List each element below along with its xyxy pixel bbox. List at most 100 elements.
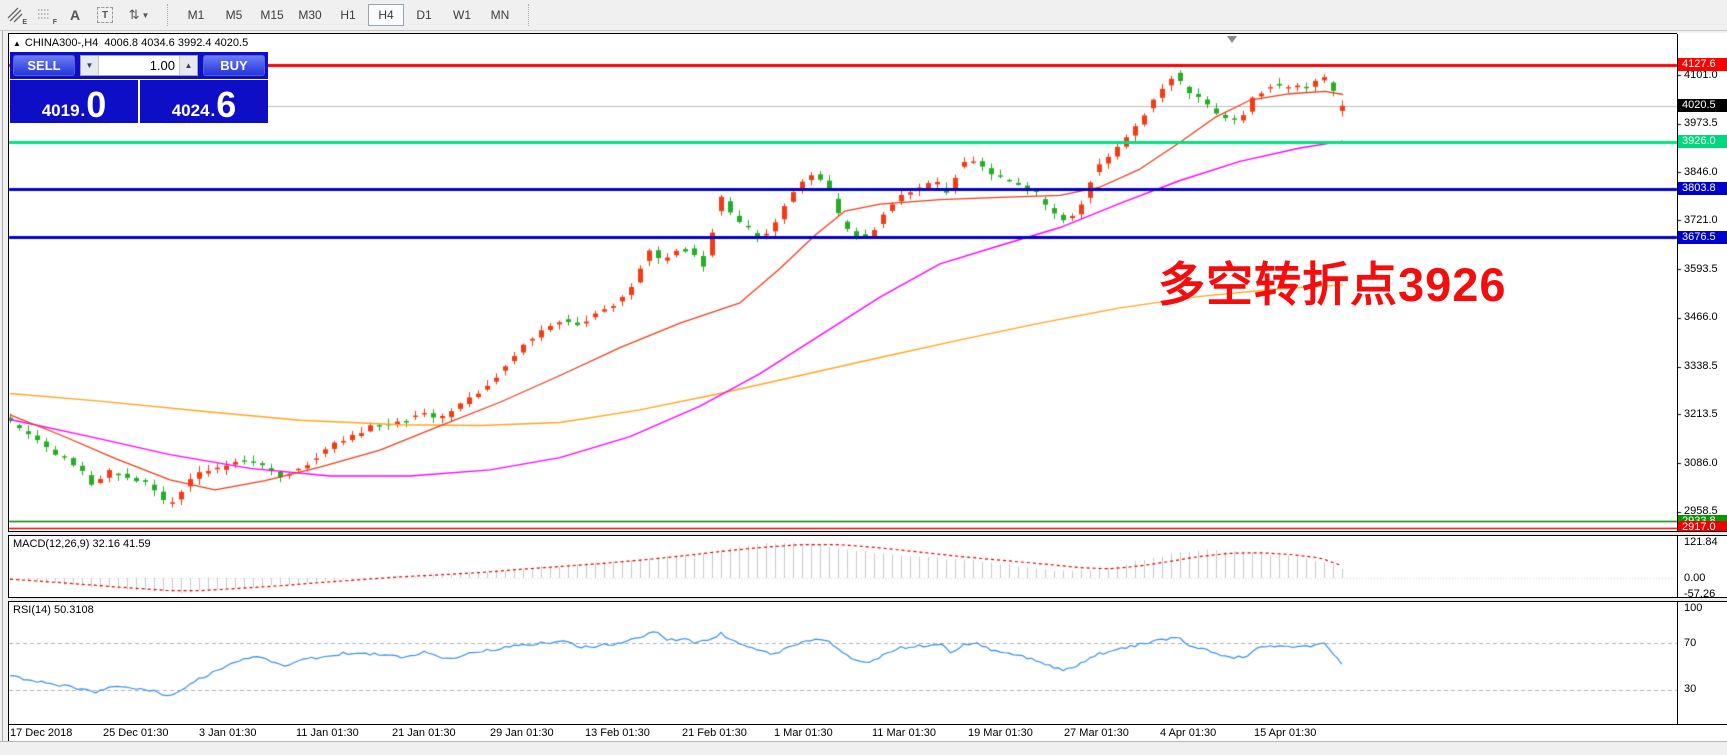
panel-divider [8,601,1727,602]
panel-sizer[interactable] [8,532,1727,535]
open-value: 4006.8 [104,37,139,49]
close-value: 4020.5 [214,37,249,49]
axis-tick-label: 3721.0 [1684,213,1718,226]
sell-button[interactable]: SELL [13,55,75,76]
volume-value[interactable]: 1.00 [149,58,175,73]
price-badge: 2917.0 [1678,521,1727,535]
toolbar-separator [167,4,168,26]
axis-tick-label: -57.26 [1684,587,1716,600]
axis-tick-label: 2958.5 [1684,505,1718,518]
price-badge: 3926.0 [1678,135,1727,149]
time-axis-label: 15 Apr 01:30 [1254,727,1317,739]
grid-icon [38,9,50,19]
ask-price[interactable]: 4024 . 6 [138,80,268,123]
text-label-icon[interactable]: A [60,3,90,27]
toolbar-separator [528,4,529,26]
axis-tick-label: 4101.0 [1684,68,1718,81]
axis-tick-label: 3846.0 [1684,165,1718,178]
price-badge: 4127.6 [1678,58,1727,72]
icon-glyph: ⇅ [128,7,140,22]
timeframe-buttons: M1 M5 M15 M30 H1 H4 D1 W1 MN [177,0,519,30]
icon-letter: T [97,7,113,23]
symbol-title: CHINA300-,H4 [24,37,99,49]
window-bottom-edge [0,741,1727,755]
time-axis-label: 17 Dec 2018 [10,727,73,739]
axis-tick-label: 3466.0 [1684,311,1718,324]
icon-letter: A [69,7,81,23]
axis-tick-label: 121.84 [1684,536,1718,549]
axis-tick-label: 3338.5 [1684,360,1718,372]
price-axis-line [1677,34,1678,724]
timeframe-h4[interactable]: H4 [368,4,404,26]
icon-letter: F [52,19,57,26]
window-left-border [2,31,3,754]
axis-tick-label: 3213.5 [1684,407,1718,420]
timeframe-h1[interactable]: H1 [340,8,356,22]
axis-tick-label: 0.00 [1684,571,1706,584]
ask-dot: . [210,101,216,120]
hatch-lines-icon [7,7,23,23]
price-badge: 3803.8 [1678,182,1727,196]
time-axis-label: 21 Feb 01:30 [682,727,747,739]
grid-period-icon[interactable]: F [30,3,60,27]
timeframe-w1[interactable]: W1 [453,8,471,22]
timeframe-d1[interactable]: D1 [416,8,432,22]
rsi-indicator-label: RSI(14) 50.3108 [13,604,94,616]
panel-sizer[interactable] [8,598,1727,601]
timeframe-m1[interactable]: M1 [187,8,205,22]
bid-main: 4019 [41,101,80,120]
axis-tick-label: 30 [1684,683,1697,696]
low-value: 3992.4 [177,37,212,49]
trade-panel-top-row: SELL ▼ 1.00 ▲ BUY [10,52,268,80]
time-axis-label: 11 Jan 01:30 [296,727,359,739]
volume-decrease-button[interactable]: ▼ [81,56,99,75]
panel-divider [8,535,1727,536]
arrows-objects-icon[interactable]: ⇅ ▼ [120,3,158,27]
ask-main: 4024 [171,101,210,120]
chart-border-top [8,33,1677,34]
time-axis-label: 4 Apr 01:30 [1160,727,1217,739]
icon-letter: E [22,19,27,26]
symbol-marker-icon: ▲ [13,39,21,48]
one-click-trading-panel: SELL ▼ 1.00 ▲ BUY 4019 . 0 4024 . 6 [10,52,268,123]
timeframe-m5[interactable]: M5 [225,8,243,22]
axis-tick-label: 100 [1684,601,1703,614]
time-axis-label: 29 Jan 01:30 [490,727,554,739]
ask-big-digit: 6 [216,84,237,125]
chart-shift-marker-icon[interactable] [1227,36,1237,43]
volume-spinner: ▼ 1.00 ▲ [80,55,198,76]
time-axis-label: 25 Dec 01:30 [103,727,169,739]
trade-panel-prices: 4019 . 0 4024 . 6 [10,80,268,123]
price-badge: 4020.5 [1678,99,1727,113]
price-badge: 3676.5 [1678,230,1727,244]
bid-dot: . [80,101,86,120]
bid-big-digit: 0 [86,84,107,125]
macd-indicator-label: MACD(12,26,9) 32.16 41.59 [13,538,151,550]
text-box-icon[interactable]: T [90,3,120,27]
chart-expert-icon[interactable]: E [0,3,30,27]
time-axis-line [8,724,1727,725]
time-axis-label: 21 Jan 01:30 [392,727,456,739]
time-axis-label: 19 Mar 01:30 [968,727,1033,739]
axis-tick-label: 70 [1684,636,1697,649]
panel-divider[interactable] [8,597,1727,598]
time-axis-label: 1 Mar 01:30 [774,727,833,739]
time-axis-label: 3 Jan 01:30 [199,727,257,739]
axis-tick-label: 3973.5 [1684,117,1718,130]
volume-increase-button[interactable]: ▲ [179,56,197,75]
chevron-down-icon: ▼ [141,10,150,20]
time-axis-label: 11 Mar 01:30 [872,727,937,739]
high-value: 4034.6 [141,37,175,49]
chart-annotation-text: 多空转折点3926 [1158,258,1507,311]
timeframe-m15[interactable]: M15 [260,8,284,22]
axis-tick-label: 3593.5 [1684,262,1718,275]
panel-divider[interactable] [8,531,1727,532]
chart-legend: ▲ CHINA300-,H4 4006.8 4034.6 3992.4 4020.… [13,37,248,49]
axis-tick-label: 3086.0 [1684,456,1718,469]
buy-button[interactable]: BUY [203,55,265,76]
timeframe-m30[interactable]: M30 [298,8,322,22]
time-axis-label: 27 Mar 01:30 [1064,727,1129,739]
timeframe-mn[interactable]: MN [490,8,510,22]
bid-price[interactable]: 4019 . 0 [10,80,138,123]
